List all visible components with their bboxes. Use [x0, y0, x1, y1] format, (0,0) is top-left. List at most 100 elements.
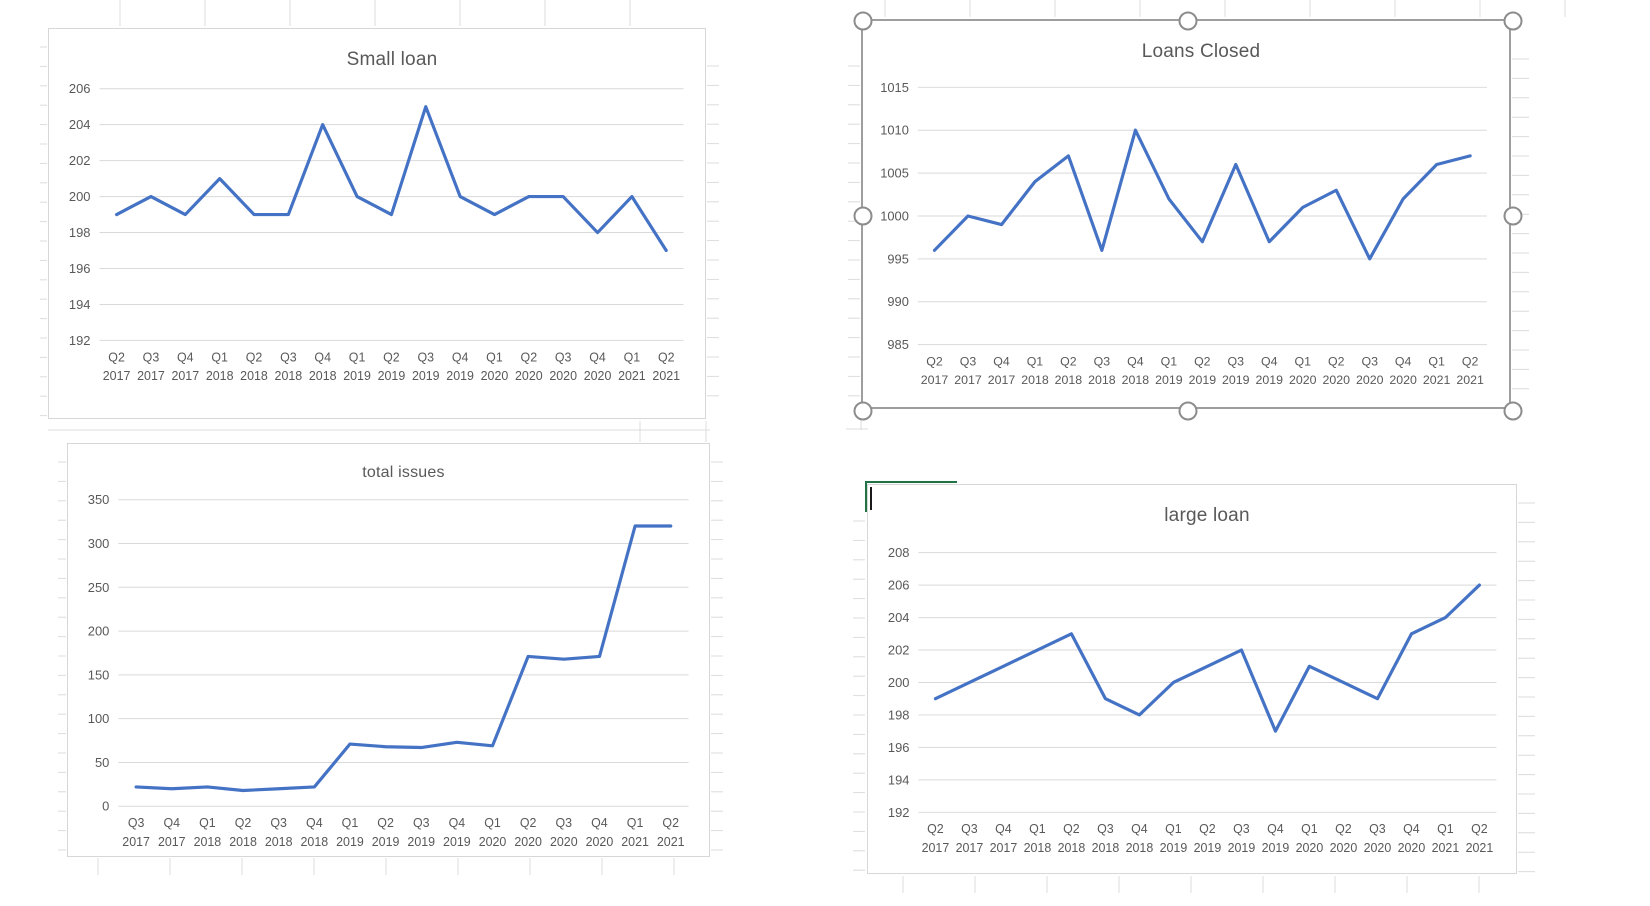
- selection-handle-s[interactable]: [1178, 401, 1198, 421]
- x-tick-quarter: Q3: [280, 350, 297, 364]
- x-tick-year: 2017: [922, 841, 950, 855]
- y-tick-label: 1005: [880, 166, 909, 181]
- x-tick-year: 2020: [586, 835, 614, 849]
- x-tick-year: 2017: [137, 369, 165, 383]
- y-tick-label: 995: [887, 251, 908, 266]
- x-tick-year: 2018: [240, 369, 268, 383]
- selection-handle-w[interactable]: [853, 206, 873, 226]
- x-tick-year: 2018: [1122, 373, 1150, 387]
- y-tick-label: 1000: [880, 208, 909, 223]
- x-tick-quarter: Q2: [662, 816, 679, 830]
- x-tick-year: 2019: [1160, 841, 1188, 855]
- x-tick-year: 2020: [584, 369, 612, 383]
- y-tick-label: 196: [888, 740, 910, 755]
- chart-plot: 1015 1010 1005 1000 995 990 985 Q2 2017 Q3 2017 Q4 2…: [880, 80, 1487, 387]
- x-tick-quarter: Q2: [520, 816, 537, 830]
- x-tick-quarter: Q3: [1233, 822, 1250, 836]
- chart-title: Loans Closed: [1141, 41, 1261, 62]
- x-tick-year: 2020: [1364, 841, 1392, 855]
- x-tick-year: 2020: [1398, 841, 1426, 855]
- x-tick-quarter: Q2: [1063, 822, 1080, 836]
- x-tick-quarter: Q3: [1097, 822, 1114, 836]
- y-tick-label: 206: [888, 578, 910, 593]
- x-tick-quarter: Q3: [1228, 354, 1245, 368]
- x-tick-quarter: Q4: [449, 816, 466, 830]
- x-tick-year: 2017: [158, 835, 186, 849]
- x-tick-quarter: Q1: [1428, 354, 1445, 368]
- x-tick-year: 2021: [657, 835, 685, 849]
- selection-handle-ne[interactable]: [1503, 11, 1523, 31]
- x-tick-year: 2020: [1389, 373, 1417, 387]
- y-tick-label: 200: [69, 189, 91, 204]
- x-tick-year: 2019: [446, 369, 474, 383]
- y-tick-label: 1010: [880, 123, 909, 138]
- x-tick-quarter: Q4: [1131, 822, 1148, 836]
- y-tick-label: 192: [888, 805, 910, 820]
- y-tick-label: 208: [888, 545, 910, 560]
- x-tick-year: 2017: [122, 835, 150, 849]
- y-tick-label: 1015: [880, 80, 909, 95]
- x-tick-quarter: Q3: [143, 350, 160, 364]
- text-cursor: [870, 487, 872, 510]
- chart-title: large loan: [1164, 505, 1250, 526]
- selection-handle-nw[interactable]: [853, 11, 873, 31]
- chart-title: Small loan: [346, 49, 438, 70]
- y-tick-label: 300: [88, 536, 110, 551]
- x-tick-quarter: Q1: [1301, 822, 1318, 836]
- x-tick-quarter: Q1: [211, 350, 228, 364]
- x-tick-year: 2018: [1024, 841, 1052, 855]
- x-tick-quarter: Q2: [927, 822, 944, 836]
- x-tick-year: 2018: [1021, 373, 1049, 387]
- chart-large-loan[interactable]: large loan 208 206 204 202 200 198 196 194 192 Q2…: [867, 484, 1517, 874]
- selection-handle-e[interactable]: [1503, 206, 1523, 226]
- y-tick-label: 192: [69, 333, 91, 348]
- y-tick-label: 206: [69, 81, 91, 96]
- x-tick-year: 2020: [1356, 373, 1384, 387]
- x-tick-quarter: Q1: [342, 816, 359, 830]
- x-tick-quarter: Q4: [177, 350, 194, 364]
- x-tick-year: 2019: [1155, 373, 1183, 387]
- selection-handle-n[interactable]: [1178, 11, 1198, 31]
- x-tick-year: 2021: [652, 369, 680, 383]
- x-tick-quarter: Q3: [961, 822, 978, 836]
- y-tick-label: 100: [88, 711, 110, 726]
- chart-title: total issues: [362, 464, 445, 481]
- x-tick-quarter: Q1: [1437, 822, 1454, 836]
- x-tick-quarter: Q2: [246, 350, 263, 364]
- x-tick-year: 2021: [1423, 373, 1451, 387]
- x-tick-quarter: Q3: [270, 816, 287, 830]
- x-tick-quarter: Q2: [1328, 354, 1345, 368]
- x-tick-quarter: Q3: [413, 816, 430, 830]
- chart-loans-closed[interactable]: Loans Closed 1015 1010 1005 1000 995 990 985 Q2…: [853, 11, 1523, 421]
- data-series-line: [932, 128, 1472, 261]
- x-tick-quarter: Q3: [555, 350, 572, 364]
- x-tick-year: 2019: [443, 835, 471, 849]
- y-tick-label: 50: [95, 755, 109, 770]
- y-tick-label: 194: [69, 297, 91, 312]
- x-tick-year: 2020: [1330, 841, 1358, 855]
- x-tick-quarter: Q1: [199, 816, 216, 830]
- x-tick-year: 2019: [1256, 373, 1284, 387]
- x-tick-year: 2018: [301, 835, 329, 849]
- data-series-line: [134, 524, 673, 793]
- selection-handle-sw[interactable]: [853, 401, 873, 421]
- x-tick-quarter: Q4: [306, 816, 323, 830]
- y-tick-label: 350: [88, 492, 110, 507]
- x-tick-year: 2018: [1088, 373, 1116, 387]
- x-tick-year: 2020: [549, 369, 577, 383]
- x-tick-quarter: Q2: [1060, 354, 1077, 368]
- selection-handle-se[interactable]: [1503, 401, 1523, 421]
- x-tick-year: 2017: [956, 841, 984, 855]
- chart-small-loan[interactable]: Small loan 206 204 202 200 198 196 194 192 Q2 201…: [48, 28, 706, 419]
- x-tick-quarter: Q2: [521, 350, 538, 364]
- x-tick-year: 2020: [514, 835, 542, 849]
- x-tick-quarter: Q2: [108, 350, 125, 364]
- y-tick-label: 200: [888, 675, 910, 690]
- y-tick-label: 990: [887, 294, 908, 309]
- y-tick-label: 250: [88, 580, 110, 595]
- chart-total-issues[interactable]: total issues 350 300 250 200 150 100 50 0 Q3 2017…: [67, 443, 710, 857]
- x-tick-year: 2019: [412, 369, 440, 383]
- x-tick-quarter: Q1: [1165, 822, 1182, 836]
- x-tick-quarter: Q1: [349, 350, 366, 364]
- y-tick-label: 196: [69, 261, 91, 276]
